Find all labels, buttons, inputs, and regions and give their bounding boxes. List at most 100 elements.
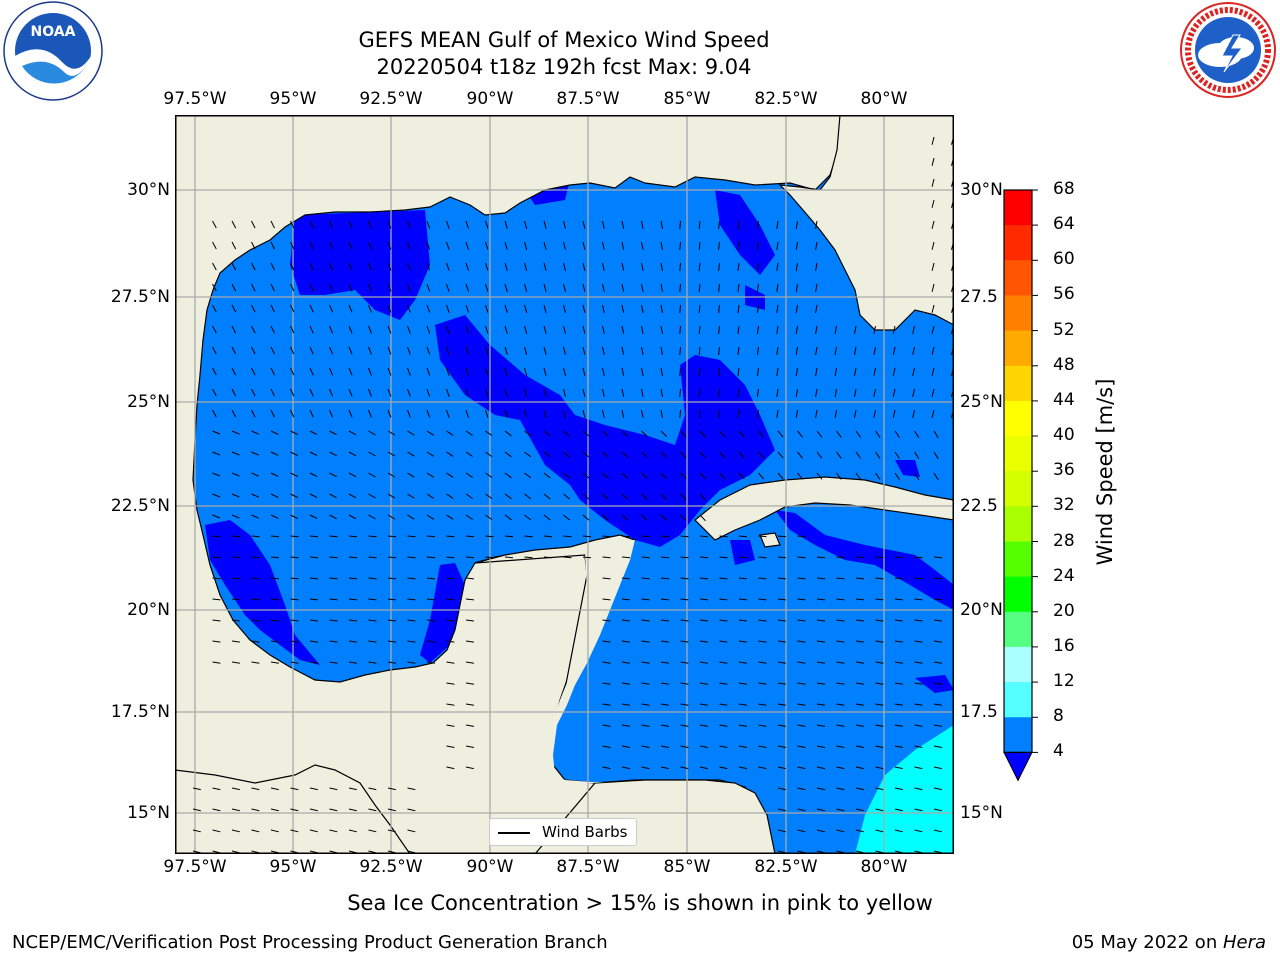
wind-barb: [719, 472, 726, 480]
wind-barb: [348, 472, 357, 478]
wind-barb: [504, 514, 512, 521]
colorbar-title: Wind Speed [m/s]: [1093, 378, 1117, 566]
wind-barb: [621, 283, 625, 292]
wind-barb: [931, 178, 935, 187]
wind-barb: [738, 535, 748, 538]
wind-barb: [758, 577, 767, 580]
wind-barb: [446, 493, 454, 499]
wind-barb: [894, 640, 903, 643]
wind-barb: [719, 556, 728, 559]
wind-barb: [446, 766, 455, 770]
wind-barb: [699, 682, 708, 685]
wind-barb: [563, 535, 572, 538]
wind-barb: [698, 409, 701, 419]
wind-barb: [563, 430, 571, 437]
wind-barb: [251, 346, 256, 355]
wind-barb: [797, 829, 806, 833]
nws-logo: [1180, 2, 1276, 98]
low-wind-region: [420, 563, 465, 663]
wind-barb: [875, 577, 884, 580]
wind-barb: [407, 283, 411, 292]
wind-barb: [309, 619, 318, 622]
low-wind-region: [205, 520, 320, 665]
lon-tick-bottom: 95°W: [269, 857, 317, 877]
wind-barb: [465, 724, 474, 727]
wind-barb: [329, 661, 338, 664]
wind-barb: [855, 556, 865, 559]
wind-barb: [426, 220, 431, 229]
wind-barb: [348, 430, 357, 436]
wind-barb: [816, 808, 825, 812]
wind-barb: [679, 325, 681, 335]
wind-barb: [914, 682, 923, 685]
wind-barb: [699, 598, 708, 601]
wind-barb: [465, 409, 469, 418]
wind-barb: [251, 241, 256, 250]
wind-barb: [290, 367, 295, 376]
colorbar-segment: [1004, 436, 1032, 472]
wind-barb: [680, 472, 687, 480]
wind-barb: [699, 514, 706, 522]
wind-barb: [894, 682, 903, 685]
wind-barb: [933, 598, 942, 601]
wind-barb: [931, 409, 935, 418]
wind-barb: [738, 451, 745, 459]
wind-barb: [348, 304, 353, 313]
wind-barb: [504, 493, 512, 500]
wind-barb: [621, 388, 625, 397]
wind-barb: [309, 220, 314, 229]
wind-barb: [797, 472, 803, 480]
wind-barb: [758, 451, 765, 459]
wind-barb: [485, 220, 489, 229]
wind-barb: [212, 304, 217, 313]
wind-barb: [660, 619, 669, 622]
wind-barb: [815, 388, 818, 397]
wind-barb: [563, 451, 571, 458]
wind-barb: [875, 766, 884, 770]
wind-barb: [602, 409, 605, 418]
footer-date-text: 05 May 2022 on: [1071, 932, 1223, 953]
wind-barb: [797, 451, 803, 459]
wind-barb: [426, 241, 431, 250]
wind-barb: [446, 409, 450, 418]
wind-barb: [797, 577, 806, 580]
wind-barb: [894, 430, 900, 438]
wind-barb: [309, 367, 314, 376]
wind-barb: [816, 598, 825, 601]
wind-barb: [251, 577, 260, 580]
lon-tick-top: 80°W: [860, 89, 908, 109]
wind-barb: [641, 346, 644, 355]
wind-barb: [446, 514, 454, 520]
wind-barb: [931, 199, 935, 208]
wind-barb: [543, 430, 551, 437]
wind-barb: [563, 325, 566, 334]
wind-barb: [387, 787, 396, 791]
lon-tick-top: 82.5°W: [754, 89, 818, 109]
wind-barb: [524, 241, 528, 250]
map-frame: [175, 115, 954, 854]
wind-barb: [680, 598, 689, 601]
wind-barb: [231, 787, 240, 791]
lat-tick-left: 15°N: [127, 803, 170, 823]
wind-barb: [854, 367, 857, 376]
wind-barb: [660, 283, 663, 292]
colorbar-segment: [1004, 682, 1032, 718]
wind-barb: [231, 367, 237, 376]
wind-barb: [368, 325, 372, 334]
wind-barb: [602, 598, 611, 601]
sea-ice-note: Sea Ice Concentration > 15% is shown in …: [347, 891, 933, 915]
wind-barb: [368, 577, 377, 580]
wind-barb: [582, 388, 586, 397]
wind-barb: [815, 325, 818, 334]
colorbar-segment: [1004, 330, 1032, 367]
wind-barb: [387, 556, 397, 559]
wind-barb: [797, 787, 806, 791]
wind-barb: [914, 556, 923, 559]
wind-barb: [795, 283, 798, 292]
wind-barb: [797, 535, 806, 538]
wind-barb: [738, 598, 747, 601]
colorbar-label: 44: [1053, 389, 1075, 410]
wind-barb: [446, 703, 455, 706]
wind-barb: [836, 829, 845, 833]
wind-barb: [387, 283, 392, 292]
